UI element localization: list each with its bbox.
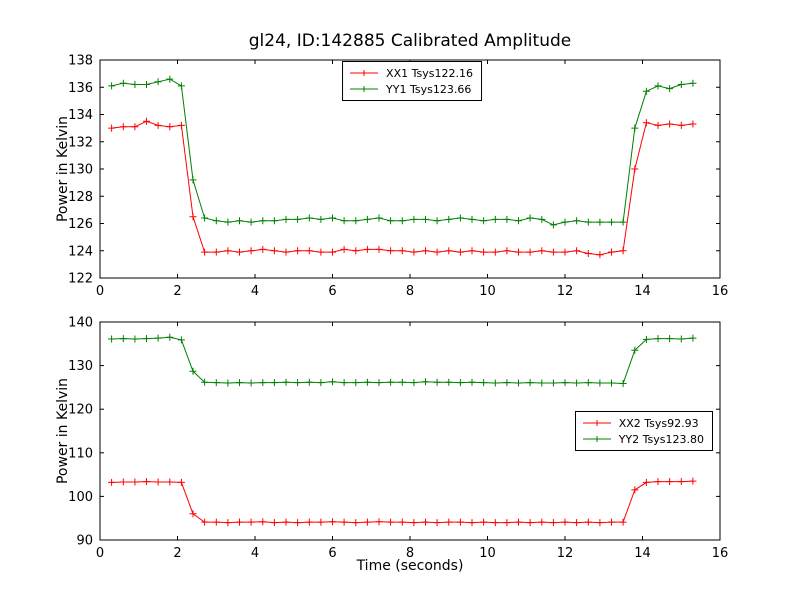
bottom-x-tick-label: 6 — [328, 546, 336, 561]
top-series-markers-xx1 — [108, 117, 697, 259]
legend-line-sample-green — [582, 436, 611, 442]
bottom-x-tick-label: 10 — [479, 546, 496, 561]
bottom-axes: 0 2 4 6 8 10 12 14 16 90 100 110 120 130 140 — [68, 316, 728, 562]
x-axis-label: Time (seconds) — [356, 558, 464, 574]
bottom-y-tick-label: 130 — [68, 359, 93, 374]
plot-title: gl24, ID:142885 Calibrated Amplitude — [248, 31, 572, 51]
top-y-tick-label: 138 — [68, 54, 93, 69]
legend-label-xx1: XX1 Tsys122.16 — [386, 66, 473, 80]
top-x-tick-label: 12 — [557, 284, 574, 299]
legend-line-sample-red — [582, 420, 611, 426]
bottom-y-tick-label: 100 — [68, 490, 93, 505]
bottom-x-tick-label: 8 — [406, 546, 414, 561]
bottom-y-axis-label: Power in Kelvin — [55, 377, 71, 485]
legend-entry-xx1: XX1 Tsys122.16 — [349, 65, 473, 81]
top-y-tick-label: 122 — [68, 272, 93, 287]
bottom-x-tick-label: 16 — [712, 546, 729, 561]
top-axes: 0 2 4 6 8 10 12 14 16 122 124 126 128 130 132 134 136 138 — [68, 54, 728, 300]
legend-label-yy1: YY1 Tsys123.66 — [386, 82, 472, 96]
top-y-tick-label: 124 — [68, 244, 93, 259]
legend-entry-yy2: YY2 Tsys123.80 — [582, 431, 704, 447]
bottom-x-tick-label: 2 — [173, 546, 181, 561]
bottom-series-markers-yy2 — [108, 333, 697, 387]
top-x-tick-label: 2 — [173, 284, 181, 299]
bottom-series-markers-xx2 — [108, 477, 697, 527]
legend-line-sample-green — [350, 86, 379, 92]
top-x-tick-label: 14 — [634, 284, 651, 299]
bottom-x-tick-label: 14 — [634, 546, 651, 561]
top-x-tick-label: 4 — [251, 284, 259, 299]
top-y-tick-label: 134 — [68, 108, 93, 123]
top-x-tick-label: 10 — [479, 284, 496, 299]
top-series-line-xx1 — [111, 120, 693, 256]
legend-line-sample-red — [350, 70, 379, 76]
top-legend: XX1 Tsys122.16 YY1 Tsys123.66 — [342, 61, 482, 101]
top-y-tick-label: 128 — [68, 190, 93, 205]
bottom-y-tick-label: 120 — [68, 403, 93, 418]
top-y-tick-label: 132 — [68, 135, 93, 150]
top-series-markers-yy1 — [108, 75, 697, 229]
bottom-series-line-xx2 — [111, 480, 693, 524]
bottom-y-tick-label: 90 — [76, 534, 93, 549]
top-x-tick-label: 6 — [328, 284, 336, 299]
bottom-x-tick-label: 0 — [96, 546, 104, 561]
bottom-y-tick-label: 110 — [68, 446, 93, 461]
top-y-axis-label: Power in Kelvin — [55, 115, 71, 223]
bottom-x-tick-label: 4 — [251, 546, 259, 561]
legend-label-yy2: YY2 Tsys123.80 — [618, 432, 704, 446]
top-y-tick-label: 126 — [68, 217, 93, 232]
bottom-series-line-yy2 — [111, 336, 693, 385]
bottom-x-tick-label: 12 — [557, 546, 574, 561]
bottom-legend: XX2 Tsys92.93 YY2 Tsys123.80 — [574, 411, 713, 451]
top-y-tick-label: 136 — [68, 81, 93, 96]
bottom-y-tick-label: 140 — [68, 316, 93, 331]
legend-entry-xx2: XX2 Tsys92.93 — [582, 415, 704, 431]
top-x-tick-label: 16 — [712, 284, 729, 299]
top-x-tick-label: 8 — [406, 284, 414, 299]
legend-label-xx2: XX2 Tsys92.93 — [618, 416, 699, 430]
top-x-tick-label: 0 — [96, 284, 104, 299]
top-y-tick-label: 130 — [68, 163, 93, 178]
legend-entry-yy1: YY1 Tsys123.66 — [349, 81, 473, 97]
